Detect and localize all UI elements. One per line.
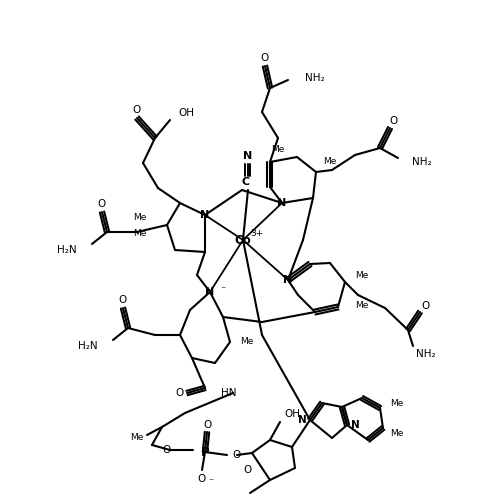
Text: NH₂: NH₂ [304, 73, 324, 83]
Text: C: C [241, 177, 250, 187]
Text: HN: HN [220, 388, 236, 398]
Text: O: O [204, 420, 212, 430]
Text: Co: Co [234, 234, 251, 247]
Text: H₂N: H₂N [78, 341, 98, 351]
Text: ⁻: ⁻ [220, 285, 225, 295]
Text: O: O [197, 474, 206, 484]
Text: Me: Me [240, 337, 253, 347]
Text: Me: Me [323, 158, 336, 167]
Text: O: O [421, 301, 429, 311]
Text: NH₂: NH₂ [411, 157, 431, 167]
Text: O: O [243, 465, 252, 475]
Text: P: P [200, 445, 209, 458]
Text: Me: Me [354, 270, 368, 280]
Text: OH: OH [283, 409, 300, 419]
Text: N: N [205, 287, 214, 297]
Text: N: N [200, 210, 209, 220]
Text: N: N [297, 415, 306, 425]
Text: OH: OH [178, 108, 193, 118]
Text: N: N [283, 275, 292, 285]
Text: Me: Me [133, 213, 147, 223]
Text: O: O [232, 450, 240, 460]
Text: H₂N: H₂N [57, 245, 77, 255]
Text: N: N [350, 420, 359, 430]
Text: O: O [97, 199, 106, 209]
Text: O: O [260, 53, 269, 63]
Text: N: N [277, 198, 286, 208]
Text: Me: Me [389, 398, 403, 408]
Text: Me: Me [131, 433, 144, 441]
Text: O: O [132, 105, 141, 115]
Text: ⁻: ⁻ [208, 477, 213, 487]
Text: Me: Me [354, 301, 368, 310]
Text: Me: Me [389, 429, 403, 437]
Text: Me: Me [271, 144, 284, 153]
Text: 3+: 3+ [250, 229, 263, 238]
Text: N: N [243, 151, 252, 161]
Text: Me: Me [133, 229, 147, 238]
Text: O: O [162, 445, 170, 455]
Text: O: O [389, 116, 397, 126]
Text: NH₂: NH₂ [415, 349, 435, 359]
Text: O: O [176, 388, 184, 398]
Text: O: O [119, 295, 127, 305]
